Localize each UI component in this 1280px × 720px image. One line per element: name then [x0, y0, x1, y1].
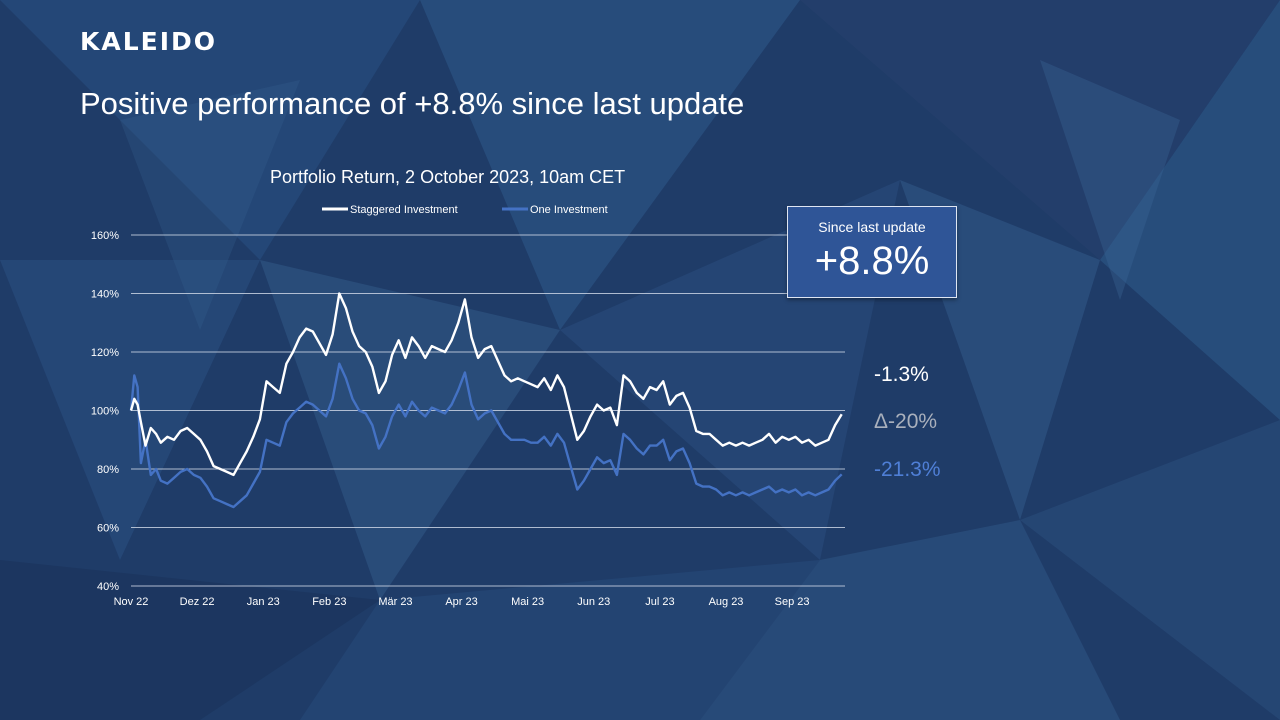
chart-legend: Staggered Investment One Investment	[322, 204, 608, 216]
x-tick-label: Feb 23	[312, 596, 346, 608]
y-tick-label: 140%	[91, 289, 119, 301]
staggered-investment-line	[129, 292, 843, 477]
y-tick-label: 40%	[97, 581, 119, 593]
y-tick-label: 80%	[97, 464, 119, 476]
x-tick-label: Mär 23	[378, 596, 412, 608]
x-tick-label: Dez 22	[180, 596, 215, 608]
y-tick-label: 100%	[91, 406, 119, 418]
x-tick-label: Mai 23	[511, 596, 544, 608]
staggered-end-value: -1.3%	[874, 363, 929, 386]
brand-logo: KALEIDO	[80, 27, 218, 56]
gridlines	[131, 234, 845, 587]
one-investment-line	[129, 362, 843, 509]
chart-title: Portfolio Return, 2 October 2023, 10am C…	[270, 167, 626, 187]
x-tick-label: Aug 23	[709, 596, 744, 608]
x-tick-label: Sep 23	[775, 596, 810, 608]
legend-item: One Investment	[502, 204, 608, 216]
legend-label: Staggered Investment	[350, 204, 458, 216]
callout-label: Since last update	[818, 219, 926, 235]
y-tick-label: 60%	[97, 523, 119, 535]
x-tick-label: Apr 23	[445, 596, 477, 608]
page-headline: Positive performance of +8.8% since last…	[80, 86, 745, 121]
y-axis-ticks: 40% 60% 80% 100% 120% 140% 160%	[91, 230, 119, 593]
legend-label: One Investment	[530, 204, 608, 216]
x-tick-label: Jan 23	[247, 596, 280, 608]
delta-value: Δ-20%	[874, 410, 938, 433]
legend-item: Staggered Investment	[322, 204, 458, 216]
since-last-update-callout: Since last update +8.8%	[787, 206, 957, 298]
x-tick-label: Jun 23	[577, 596, 610, 608]
series-lines	[129, 292, 843, 509]
y-tick-label: 160%	[91, 230, 119, 242]
callout-value: +8.8%	[814, 239, 930, 283]
one-investment-end-value: -21.3%	[874, 458, 941, 481]
x-axis-ticks: Nov 22 Dez 22 Jan 23 Feb 23 Mär 23 Apr 23 Mai …	[114, 596, 810, 608]
x-tick-label: Nov 22	[114, 596, 149, 608]
y-tick-label: 120%	[91, 347, 119, 359]
x-tick-label: Jul 23	[645, 596, 674, 608]
